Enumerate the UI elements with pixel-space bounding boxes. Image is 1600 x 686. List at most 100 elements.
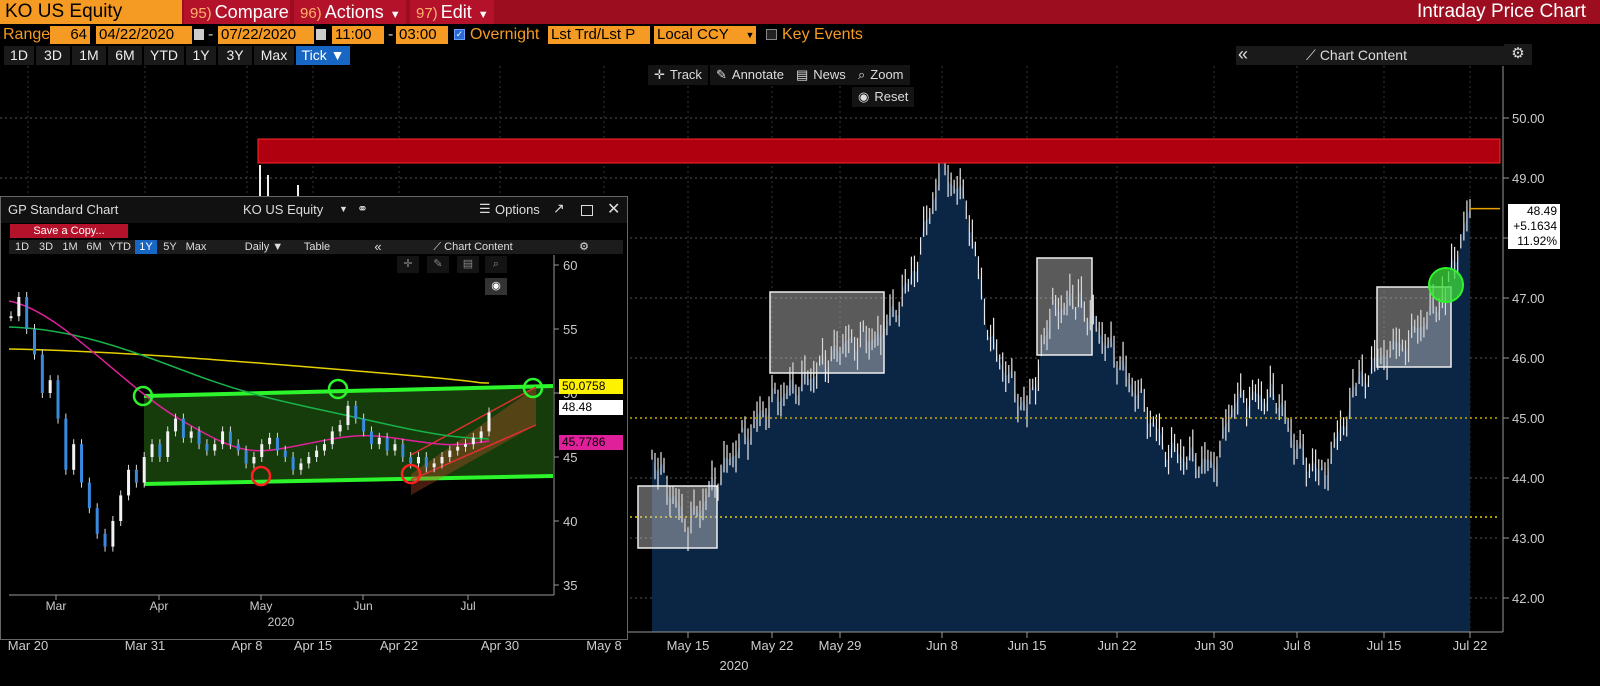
calendar-icon[interactable] — [194, 29, 204, 40]
timeframe-tab[interactable]: YTD — [144, 46, 184, 65]
timeframe-tab[interactable]: 1D — [4, 46, 34, 65]
pencil-icon: ✎ — [716, 67, 727, 82]
timeframe-tab[interactable]: 6M — [108, 46, 142, 65]
gear-icon[interactable]: ⚙ — [1504, 44, 1532, 63]
inset-chart-content[interactable]: ⟋ Chart Content — [423, 240, 523, 254]
end-time-input[interactable]: 03:00 — [396, 26, 448, 44]
inset-price-chart[interactable]: 605550454035MarAprMayJunJul2020 — [1, 255, 627, 639]
collapse-icon[interactable]: « — [374, 239, 382, 254]
timeframe-tab[interactable]: 3Y — [218, 46, 252, 65]
price-chart[interactable]: 50.0049.0048.0047.0046.0045.0044.0043.00… — [0, 66, 1600, 686]
inset-timeframe-tab[interactable]: 1D — [14, 241, 30, 253]
start-date-input[interactable]: 04/22/2020 — [96, 26, 192, 44]
actions-button[interactable]: 96) Actions ▼ — [294, 0, 406, 24]
last-price-label: 48.49 +5.1634 11.92% — [1508, 204, 1560, 249]
actions-number: 96) — [300, 5, 322, 22]
y-tick-label: 44.00 — [1512, 471, 1545, 486]
inset-timeframe-tab[interactable]: 1M — [62, 241, 78, 253]
save-copy-button[interactable]: Save a Copy... — [10, 224, 128, 238]
chart-content-button[interactable]: ⟋ Chart Content — [1306, 46, 1407, 65]
news-tool[interactable]: ▤ News — [790, 65, 852, 85]
inset-timeframe-tab[interactable]: YTD — [109, 241, 131, 253]
chevron-down-icon: ▼ — [477, 9, 489, 21]
news-label: News — [813, 67, 846, 82]
candle-body — [354, 405, 358, 419]
compare-number: 95) — [190, 5, 212, 22]
candle-body — [40, 354, 44, 393]
inset-table-button[interactable]: Table — [303, 241, 331, 253]
currency-select[interactable]: Local CCY — [654, 26, 744, 44]
x-tick-label: May 8 — [586, 638, 621, 653]
inset-last-label: 48.48 — [559, 400, 623, 415]
candle-body — [197, 431, 201, 445]
menu-icon[interactable]: ☰ — [479, 201, 491, 216]
candle-body — [48, 380, 52, 393]
collapse-icon[interactable]: « — [1238, 44, 1249, 64]
timeframe-tab[interactable]: Tick ▼ — [296, 46, 350, 65]
inset-tab-bar — [9, 240, 623, 254]
timeframe-tab[interactable]: 3D — [36, 46, 70, 65]
x-tick-label: Jun 30 — [1194, 638, 1233, 653]
candle-body — [166, 431, 170, 457]
candle-body — [291, 457, 295, 470]
edit-button[interactable]: 97) Edit ▼ — [410, 0, 494, 24]
overnight-checkbox[interactable]: ✓ — [454, 29, 465, 40]
annotate-tool[interactable]: ✎ Annotate — [710, 65, 790, 85]
candle-body — [189, 431, 193, 438]
chevron-down-icon[interactable]: ▼ — [744, 26, 756, 44]
inset-timeframe-tab[interactable]: 3D — [38, 241, 54, 253]
chevron-down-icon[interactable]: ▼ — [339, 204, 348, 214]
security-field[interactable]: KO US Equity — [0, 0, 182, 24]
magnifier-icon: ⌕ — [858, 67, 866, 82]
inset-timeframe-tab[interactable]: 5Y — [163, 241, 177, 253]
pencil-icon[interactable]: ✎ — [427, 256, 449, 273]
channel-upper-line — [143, 384, 554, 398]
candle-body — [95, 508, 99, 534]
gp-standard-chart-window[interactable]: GP Standard Chart KO US Equity ▼ ⚭ ☰ Opt… — [0, 196, 628, 640]
magnifier-icon[interactable]: ⌕ — [485, 256, 507, 273]
pop-out-icon[interactable]: ↗ — [553, 200, 565, 216]
zoom-tool[interactable]: ⌕ Zoom — [852, 65, 910, 85]
timeframe-tab[interactable]: 1Y — [186, 46, 216, 65]
timeframe-tab[interactable]: 1M — [72, 46, 106, 65]
candle-body — [87, 482, 91, 509]
candle-body — [56, 380, 60, 419]
inset-security[interactable]: KO US Equity — [243, 202, 324, 217]
compare-button[interactable]: 95) Compare — [184, 0, 290, 24]
inset-period-select[interactable]: Daily ▼ — [244, 241, 284, 253]
crosshair-icon[interactable]: ✛ — [397, 256, 419, 273]
page-title: Intraday Price Chart — [1417, 1, 1586, 22]
candle-body — [393, 444, 397, 451]
chart-icon: ⟋ — [1306, 47, 1316, 63]
price-type-select[interactable]: Lst Trd/Lst P — [548, 26, 650, 44]
inset-timeframe-tab[interactable]: 1Y — [135, 240, 157, 254]
maximize-icon[interactable] — [581, 205, 593, 216]
candle-body — [369, 431, 373, 445]
link-icon[interactable]: ⚭ — [357, 201, 368, 216]
x-year-label: 2020 — [720, 658, 749, 673]
news-icon[interactable]: ▤ — [457, 256, 479, 273]
range-input[interactable]: 64 — [50, 26, 90, 44]
calendar-icon[interactable] — [316, 29, 326, 40]
candle-body — [244, 450, 248, 464]
candle-body — [471, 437, 475, 445]
x-tick-label: Jun 22 — [1097, 638, 1136, 653]
end-date-input[interactable]: 07/22/2020 — [218, 26, 314, 44]
close-icon[interactable]: ✕ — [607, 201, 621, 218]
reset-icon[interactable]: ◉ — [485, 278, 507, 295]
inset-options[interactable]: Options — [495, 202, 540, 217]
start-time-input[interactable]: 11:00 — [332, 26, 384, 44]
inset-timeframe-tab[interactable]: Max — [185, 241, 207, 253]
gear-icon[interactable]: ⚙ — [579, 241, 589, 253]
timeframe-tab[interactable]: Max — [254, 46, 294, 65]
candle-body — [432, 463, 436, 468]
x-tick-label: Apr 8 — [231, 638, 262, 653]
inset-lower-label: 45.7786 — [559, 435, 623, 450]
rising-channel-line — [410, 424, 537, 481]
reset-button[interactable]: ◉ Reset — [852, 87, 915, 107]
last-price: 48.49 — [1526, 204, 1557, 218]
key-events-checkbox[interactable] — [766, 29, 777, 40]
track-tool[interactable]: ✛ Track — [648, 65, 708, 85]
inset-x-tick-label: Jul — [460, 599, 475, 613]
inset-timeframe-tab[interactable]: 6M — [86, 241, 102, 253]
